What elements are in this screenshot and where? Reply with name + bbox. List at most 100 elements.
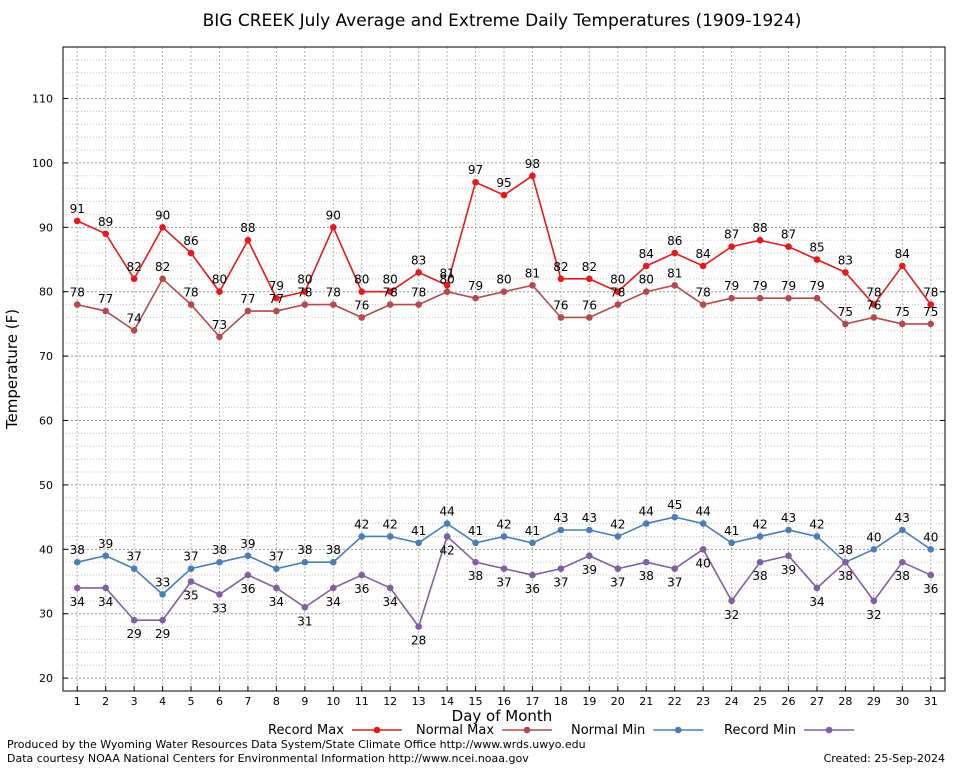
data-label: 78 [610, 286, 625, 300]
data-point [899, 558, 906, 566]
x-tick-label: 3 [131, 695, 138, 708]
data-label: 85 [809, 241, 824, 255]
data-label: 29 [155, 627, 170, 641]
legend: Record Max Normal Max Normal Min Record Min [268, 723, 855, 738]
data-label: 78 [696, 286, 711, 300]
data-label: 77 [98, 292, 113, 306]
data-point [273, 307, 280, 315]
data-label: 38 [297, 543, 312, 557]
legend-entry: Normal Min [571, 723, 704, 738]
x-tick-label: 14 [440, 695, 454, 708]
chart-title: BIG CREEK July Average and Extreme Daily… [203, 11, 802, 31]
data-label: 77 [240, 292, 255, 306]
series-record-max: 91 89 82 90 86 80 88 79 80 90 80 80 83 81 97 95 98 82 82 80… [70, 157, 938, 308]
data-label: 78 [923, 286, 938, 300]
data-label: 40 [696, 556, 711, 570]
y-tick-label: 20 [39, 672, 53, 685]
data-point [159, 224, 166, 231]
data-label: 83 [838, 253, 853, 267]
x-tick-label: 25 [753, 695, 767, 708]
legend-marker [523, 726, 531, 734]
data-point [329, 301, 337, 308]
data-label: 40 [866, 530, 881, 544]
data-label: 42 [610, 517, 625, 531]
data-point [130, 616, 138, 624]
footer-produced-by: Produced by the Wyoming Water Resources … [7, 738, 586, 751]
data-point [301, 558, 309, 566]
data-point [386, 301, 394, 308]
data-point [415, 539, 422, 547]
data-label: 74 [126, 311, 141, 325]
y-tick-label: 30 [39, 608, 53, 621]
data-point [586, 552, 593, 560]
data-label: 80 [639, 273, 654, 287]
data-point [216, 333, 223, 341]
data-label: 97 [468, 163, 483, 177]
data-label: 28 [411, 634, 426, 648]
data-label: 38 [639, 569, 654, 583]
x-axis-label: Day of Month [452, 707, 553, 725]
x-tick-label: 31 [924, 695, 938, 708]
data-label: 88 [752, 221, 767, 235]
data-point [899, 320, 906, 328]
data-point [699, 546, 707, 553]
data-label: 43 [582, 511, 597, 525]
data-point [842, 269, 849, 276]
data-label: 78 [183, 286, 198, 300]
data-label: 98 [525, 157, 540, 171]
data-label: 80 [354, 273, 369, 287]
data-label: 81 [439, 266, 454, 280]
data-label: 34 [98, 595, 113, 609]
data-point [386, 584, 394, 592]
data-label: 31 [297, 614, 312, 628]
data-point [557, 275, 565, 283]
x-tick-label: 21 [639, 695, 653, 708]
legend-label: Record Min [724, 723, 796, 738]
data-label: 37 [496, 576, 511, 590]
data-point [500, 565, 508, 572]
data-point [557, 314, 565, 321]
data-point [216, 558, 223, 566]
data-point [329, 584, 337, 592]
data-point [785, 294, 792, 302]
series-layer: 91 89 82 90 86 80 88 79 80 90 80 80 83 81 97 95 98 82 82 80… [70, 157, 939, 648]
data-point [586, 314, 593, 321]
data-label: 79 [269, 279, 284, 293]
x-tick-label: 23 [696, 695, 710, 708]
data-point [329, 224, 337, 231]
x-tick-label: 7 [244, 695, 251, 708]
data-point [899, 526, 906, 534]
data-point [785, 552, 792, 560]
x-tick-label: 4 [159, 695, 166, 708]
data-point [870, 546, 878, 553]
data-point [130, 327, 138, 334]
data-point [614, 301, 622, 308]
data-label: 79 [752, 279, 767, 293]
data-point [927, 571, 935, 579]
data-label: 34 [383, 595, 398, 609]
data-point [699, 262, 707, 270]
data-label: 78 [297, 286, 312, 300]
data-point [614, 565, 622, 572]
legend-entry: Normal Max [416, 723, 553, 738]
data-point [244, 552, 252, 560]
x-tick-label: 28 [838, 695, 852, 708]
data-label: 41 [411, 524, 426, 538]
data-label: 81 [667, 266, 682, 280]
data-label: 33 [155, 575, 170, 589]
data-label: 83 [411, 253, 426, 267]
data-point [386, 533, 394, 540]
data-point [927, 320, 935, 328]
data-point [842, 320, 849, 328]
data-label: 89 [98, 215, 113, 229]
data-point [472, 294, 479, 302]
data-label: 82 [126, 260, 141, 274]
y-tick-label: 100 [32, 157, 53, 170]
data-label: 88 [240, 221, 255, 235]
data-label: 36 [240, 582, 255, 596]
data-label: 80 [297, 273, 312, 287]
data-label: 81 [525, 266, 540, 280]
y-tick-label: 90 [39, 221, 53, 234]
x-tick-label: 2 [102, 695, 109, 708]
